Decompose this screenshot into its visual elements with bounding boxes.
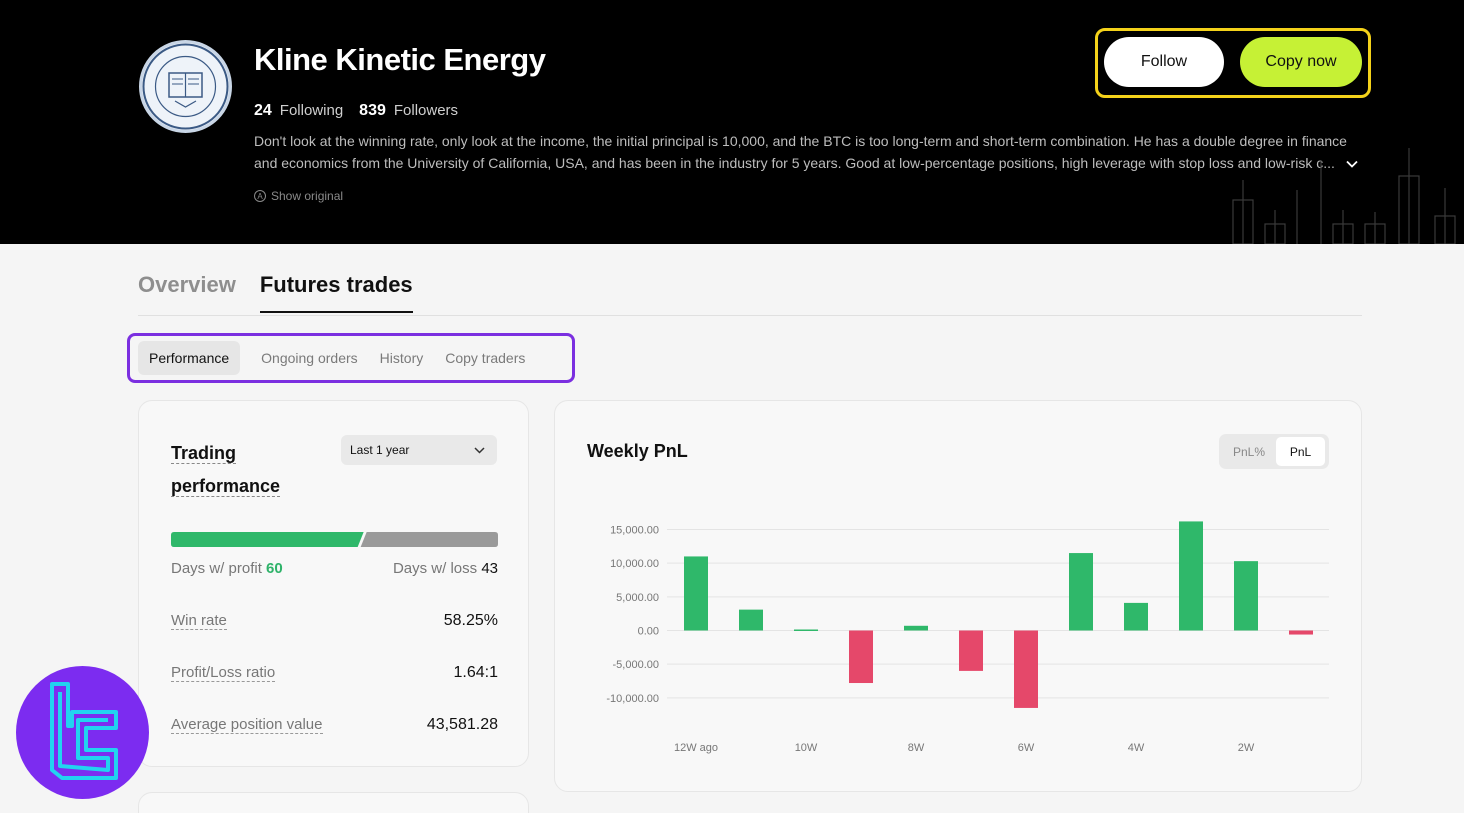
tab-futures-trades[interactable]: Futures trades xyxy=(259,272,413,313)
pnl-bar xyxy=(849,630,873,684)
social-stats: 24 Following 839 Followers xyxy=(254,102,458,120)
pnl-bar xyxy=(959,630,983,671)
win-rate-row: Win rate 58.25% xyxy=(171,612,498,630)
pnl-mode-toggle: PnL% PnL xyxy=(1219,434,1329,469)
pnl-bar xyxy=(1069,553,1093,631)
win-rate-value: 58.25% xyxy=(443,612,498,629)
follow-button[interactable]: Follow xyxy=(1104,37,1224,87)
days-loss-value: 43 xyxy=(481,560,498,577)
trading-performance-card: Trading performance Last 1 year Days w/ … xyxy=(138,400,529,767)
y-tick-label: 10,000.00 xyxy=(610,558,659,570)
toggle-pnl-percent[interactable]: PnL% xyxy=(1232,444,1266,459)
tabs-divider xyxy=(138,315,1362,316)
win-rate-label: Win rate xyxy=(171,612,227,630)
days-profit: Days w/ profit 60 xyxy=(171,560,283,577)
y-tick-label: 5,000.00 xyxy=(616,592,659,604)
pl-ratio-label: Profit/Loss ratio xyxy=(171,664,276,682)
x-tick-label: 10W xyxy=(795,742,818,754)
bio-line: and economics from the University of Cal… xyxy=(254,155,1334,171)
loss-days-segment xyxy=(360,532,498,547)
pnl-bar xyxy=(904,625,928,631)
x-tick-label: 8W xyxy=(908,742,925,754)
period-select[interactable]: Last 1 year xyxy=(341,435,497,465)
decorative-candles-icon xyxy=(1232,148,1456,244)
sub-tabs: Performance Ongoing orders History Copy … xyxy=(138,341,536,375)
toggle-pnl-absolute[interactable]: PnL xyxy=(1276,437,1325,466)
profit-loss-days-bar xyxy=(171,532,498,547)
following-label[interactable]: Following xyxy=(279,102,344,119)
weekly-pnl-card: Weekly PnL PnL% PnL 15,000.00 10,000.00 5,… xyxy=(554,400,1362,792)
subtab-ongoing-orders[interactable]: Ongoing orders xyxy=(261,350,358,366)
pl-ratio-value: 1.64:1 xyxy=(453,664,498,681)
chevron-down-icon xyxy=(474,446,485,454)
x-tick-label: 4W xyxy=(1128,742,1145,754)
pnl-bar xyxy=(1124,602,1148,631)
subtabs-highlight-box xyxy=(127,333,575,383)
y-tick-label: -10,000.00 xyxy=(606,693,659,705)
x-tick-label: 2W xyxy=(1238,742,1255,754)
brand-logo-icon xyxy=(50,682,118,780)
x-tick-label: 6W xyxy=(1018,742,1035,754)
subtab-performance[interactable]: Performance xyxy=(138,341,241,375)
trader-bio: Don't look at the winning rate, only loo… xyxy=(254,130,1359,174)
pnl-bar xyxy=(794,629,818,631)
show-original-link[interactable]: A Show original xyxy=(254,189,343,203)
days-summary: Days w/ profit 60 Days w/ loss 43 xyxy=(171,560,498,577)
expand-bio-chevron-icon[interactable] xyxy=(1346,156,1358,171)
pnl-bar xyxy=(1234,561,1258,631)
y-tick-label: 15,000.00 xyxy=(610,525,659,537)
trader-avatar xyxy=(139,40,232,133)
weekly-pnl-chart: 15,000.00 10,000.00 5,000.00 0.00 -5,000.00 -… xyxy=(606,521,1329,754)
period-select-value: Last 1 year xyxy=(350,443,410,457)
performance-title: Trading performance xyxy=(171,437,331,503)
pnl-bar xyxy=(684,556,708,631)
pnl-bar xyxy=(739,609,763,631)
performance-title-line: Trading xyxy=(171,443,237,464)
days-loss-label: Days w/ loss xyxy=(392,560,478,577)
days-profit-value: 60 xyxy=(266,560,283,577)
following-count: 24 xyxy=(254,102,272,119)
days-profit-label: Days w/ profit xyxy=(171,560,262,577)
avg-position-label: Average position value xyxy=(171,716,323,734)
weekly-pnl-title: Weekly PnL xyxy=(587,441,688,461)
translate-icon: A xyxy=(254,190,266,202)
pl-ratio-row: Profit/Loss ratio 1.64:1 xyxy=(171,664,498,682)
copy-now-button[interactable]: Copy now xyxy=(1240,37,1362,87)
x-tick-label: 12W ago xyxy=(674,742,718,754)
subtab-copy-traders[interactable]: Copy traders xyxy=(445,350,526,366)
profit-days-segment xyxy=(171,532,364,547)
show-original-label: Show original xyxy=(271,189,344,203)
main-tabs: Overview Futures trades xyxy=(138,272,413,313)
followers-label[interactable]: Followers xyxy=(393,102,459,119)
bio-line: Don't look at the winning rate, only loo… xyxy=(254,133,1347,149)
action-highlight-box xyxy=(1095,28,1371,98)
days-loss: Days w/ loss 43 xyxy=(393,560,498,577)
pnl-bar xyxy=(1179,521,1203,631)
brand-logo xyxy=(16,666,149,799)
secondary-card xyxy=(138,792,529,813)
tab-overview[interactable]: Overview xyxy=(138,272,236,297)
trader-name: Kline Kinetic Energy xyxy=(254,42,546,77)
y-tick-label: -5,000.00 xyxy=(613,659,659,671)
profile-header: Kline Kinetic Energy 24 Following 839 Fo… xyxy=(0,0,1464,244)
subtab-history[interactable]: History xyxy=(379,350,424,366)
followers-count: 839 xyxy=(359,102,386,119)
avg-position-value: 43,581.28 xyxy=(426,716,498,733)
pnl-bar xyxy=(1014,630,1038,708)
performance-title-line: performance xyxy=(171,476,281,497)
y-tick-label: 0.00 xyxy=(638,626,659,638)
pnl-bar xyxy=(1289,630,1313,635)
ucla-seal-icon xyxy=(142,43,229,130)
avg-position-row: Average position value 43,581.28 xyxy=(171,716,498,734)
